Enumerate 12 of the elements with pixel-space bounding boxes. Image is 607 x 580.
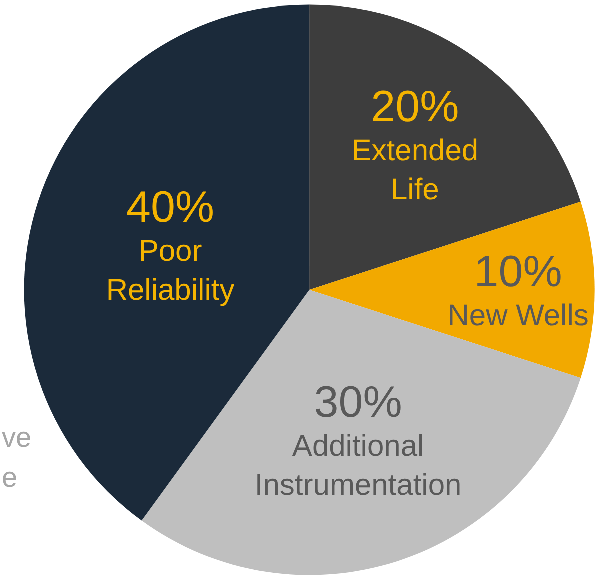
data-label: 30% xyxy=(314,378,402,427)
pie-slice xyxy=(310,4,581,290)
data-label: 20% xyxy=(371,82,460,132)
pie-slice xyxy=(310,202,594,378)
data-label: 40% xyxy=(126,182,215,232)
text: ve xyxy=(2,422,32,453)
slice-label: Additional Instrumentation xyxy=(254,430,462,502)
text: e xyxy=(2,462,18,493)
slice-label: Poor Reliability xyxy=(106,234,235,307)
data-label: 10% xyxy=(474,248,562,296)
slice-label: Extended Life xyxy=(352,134,479,207)
slice-label: New Wells xyxy=(448,300,589,332)
